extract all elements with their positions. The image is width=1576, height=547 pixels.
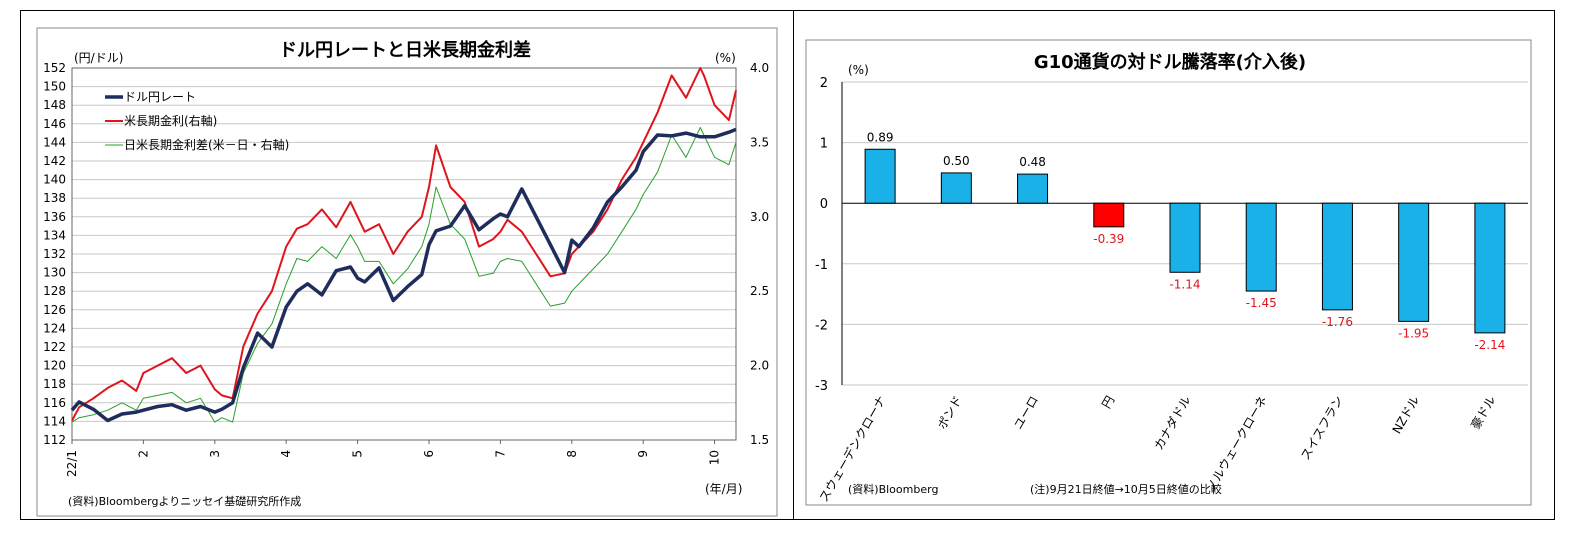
bar-2 (1017, 173, 1049, 204)
right-y-tick-label: 3.0 (750, 210, 769, 224)
left-y-tick-label: 140 (43, 173, 66, 187)
left-source: (資料)Bloombergよりニッセイ基礎研究所作成 (68, 494, 301, 508)
bar-value-label: -1.14 (1169, 277, 1200, 291)
bar-value-label: 0.89 (867, 130, 894, 144)
right-y-tick-label: 0 (820, 197, 828, 212)
bar-category-label: 豪ドル (1467, 393, 1498, 432)
x-tick-label: 8 (565, 450, 579, 458)
x-tick-label: 4 (279, 450, 293, 458)
left-y-tick-label: 120 (43, 359, 66, 373)
right-y-tick-label: 1 (820, 137, 828, 152)
outer-frame (20, 10, 1555, 520)
bar-value-label: -1.95 (1398, 326, 1429, 340)
left-y-tick-label: 122 (43, 340, 66, 354)
bar-category-label: 円 (1099, 394, 1117, 411)
x-tick-label: 22/1 (65, 450, 79, 477)
x-unit: (年/月) (705, 482, 742, 496)
x-tick-label: 5 (351, 450, 365, 458)
right-y-tick-label: 2.0 (750, 359, 769, 373)
bar-value-label: 0.50 (943, 154, 970, 168)
x-tick-label: 6 (422, 450, 436, 458)
series-line-0 (70, 127, 737, 423)
right-bars: 0.89スウェーデンクローナ0.50ポンド0.48ユーロ-0.39円-1.14カ… (816, 130, 1506, 504)
x-tick-label: 9 (636, 450, 650, 458)
left-y-tick-label: 152 (43, 61, 66, 75)
left-y-tick-label: 150 (43, 80, 66, 94)
left-y-tick-label: 130 (43, 266, 66, 280)
left-y-tick-label: 132 (43, 247, 66, 261)
bar-value-label: -2.14 (1474, 338, 1505, 352)
left-y-tick-label: 142 (43, 154, 66, 168)
bar-category-label: NZドル (1390, 394, 1423, 437)
left-y-tick-label: 148 (43, 98, 66, 112)
right-y-tick-label: 2.5 (750, 284, 769, 298)
left-axis-ticks: 112 114 116 118 120 122 124 126 128 130 132 134 136 1… (43, 61, 769, 477)
left-plot-frame (71, 67, 737, 441)
left-y-tick-label: 114 (43, 414, 66, 428)
right-y-tick-label: 1.5 (750, 433, 769, 447)
left-legend: ドル円レート 米長期金利(右軸) 日米長期金利差(米－日・右軸) (105, 90, 289, 152)
right-y-unit: (%) (715, 51, 736, 65)
series-line-1 (71, 67, 737, 422)
left-chart: 112 114 116 118 120 122 124 126 128 130 132 134 136 1… (36, 27, 778, 517)
right-y-tick-label: -3 (815, 379, 828, 394)
left-y-tick-label: 128 (43, 284, 66, 298)
right-source: (資料)Bloomberg (848, 482, 938, 496)
right-y-tick-label: 4.0 (750, 61, 769, 75)
bar-0 (864, 148, 896, 204)
bar-category-label: スイスフラン (1298, 394, 1346, 463)
bar-7 (1398, 202, 1430, 322)
right-y-tick-label: -2 (815, 318, 828, 333)
bar-3 (1093, 202, 1125, 228)
bar-value-label: -1.45 (1246, 296, 1277, 310)
right-chart-title: G10通貨の対ドル騰落率(介入後) (1034, 51, 1306, 73)
x-tick-label: 7 (493, 450, 507, 458)
bar-1 (940, 172, 972, 204)
left-y-tick-label: 146 (43, 117, 66, 131)
left-y-unit: (円/ドル) (74, 51, 123, 65)
bar-4 (1169, 202, 1201, 273)
bar-category-label: ユーロ (1011, 394, 1041, 432)
right-y-tick-label: -1 (815, 258, 828, 273)
left-y-tick-label: 112 (43, 433, 66, 447)
bar-6 (1321, 202, 1353, 311)
left-y-tick-label: 144 (43, 135, 66, 149)
x-tick-label: 10 (708, 450, 722, 465)
bar-category-label: ノルウェークローネ (1204, 394, 1270, 495)
x-tick-label: 3 (208, 450, 222, 458)
panel-divider (793, 10, 794, 520)
bar-8 (1474, 202, 1506, 334)
right-y-tick-label: 3.5 (750, 135, 769, 149)
left-y-tick-label: 124 (43, 321, 66, 335)
bar-category-label: カナダドル (1151, 393, 1194, 452)
left-y-tick-label: 118 (43, 377, 66, 391)
left-y-tick-label: 138 (43, 191, 66, 205)
left-chart-title: ドル円レートと日米長期金利差 (279, 39, 531, 61)
right-chart: 210-1-2-3 0.89スウェーデンクローナ0.50ポンド0.48ユーロ-0… (805, 39, 1532, 506)
legend-label-spread: 日米長期金利差(米－日・右軸) (124, 137, 289, 152)
right-y-unit-label: (%) (848, 63, 869, 77)
left-chart-area-border (36, 27, 778, 517)
right-chart-area-border (805, 39, 1532, 506)
x-tick-label: 2 (136, 450, 150, 458)
legend-label-usdjpy: ドル円レート (124, 90, 196, 104)
left-y-tick-label: 134 (43, 228, 66, 242)
left-y-tick-label: 126 (43, 303, 66, 317)
left-y-tick-label: 136 (43, 210, 66, 224)
left-y-tick-label: 116 (43, 396, 66, 410)
bar-value-label: -1.76 (1322, 315, 1353, 329)
right-note: (注)9月21日終値→10月5日終値の比較 (1030, 482, 1222, 496)
legend-label-us-yield: 米長期金利(右軸) (124, 113, 217, 128)
bar-category-label: ポンド (935, 394, 965, 432)
series-line-2 (71, 127, 737, 423)
bar-value-label: 0.48 (1019, 155, 1046, 169)
bar-value-label: -0.39 (1093, 232, 1124, 246)
right-y-tick-label: 2 (820, 76, 828, 91)
bar-5 (1245, 202, 1277, 292)
left-series (70, 67, 737, 423)
